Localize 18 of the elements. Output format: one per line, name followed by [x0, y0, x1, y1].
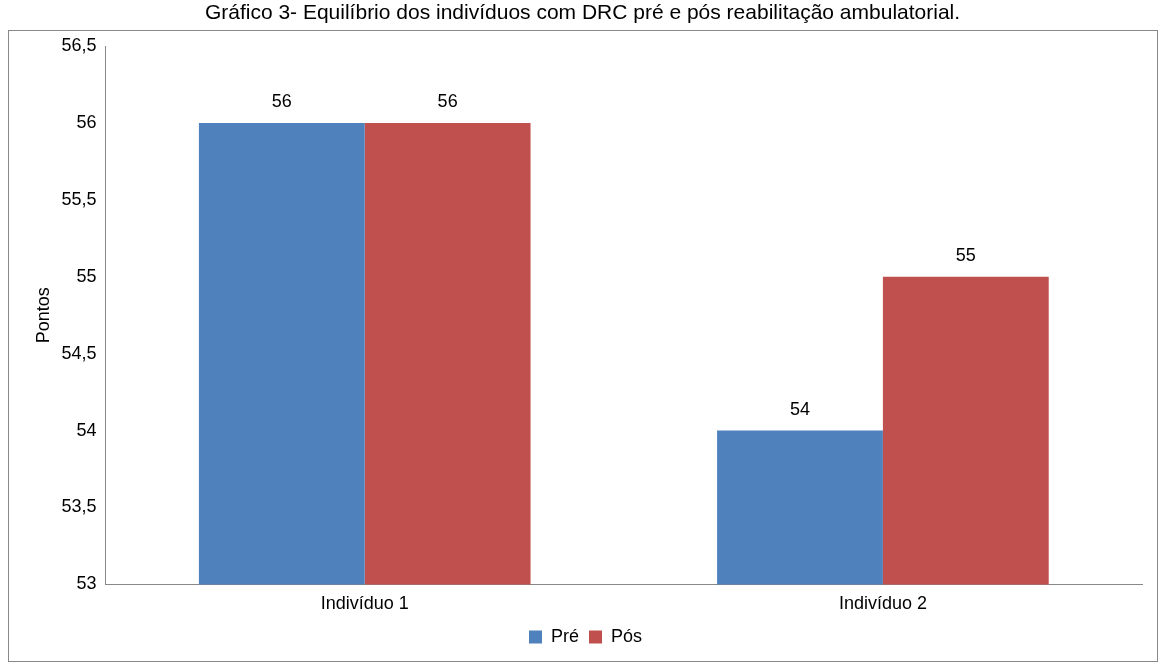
y-tick-label: 55,5: [61, 188, 97, 209]
y-tick-label: 53: [76, 573, 97, 594]
legend-label: Pré: [550, 625, 579, 646]
y-tick-label: 56,5: [61, 34, 97, 55]
data-label: 54: [789, 398, 811, 419]
y-tick-label: 56: [76, 111, 97, 132]
chart-title: Gráfico 3- Equilíbrio dos indivíduos com DRC pré e pós reabilitação ambulatorial.: [203, 0, 962, 24]
data-label: 56: [271, 90, 292, 111]
legend-label: Pós: [611, 625, 643, 646]
y-tick-label: 53,5: [61, 496, 97, 517]
y-tick-label: 55: [76, 265, 97, 286]
x-tick-label: Indivíduo 2: [838, 593, 927, 614]
y-tick-label: 54: [76, 419, 97, 440]
x-tick-label: Indivíduo 1: [320, 593, 409, 614]
data-label: 55: [955, 244, 976, 265]
y-axis-title: Pontos: [32, 287, 53, 344]
y-tick-label: 54,5: [61, 342, 97, 363]
data-label: 56: [437, 90, 458, 111]
